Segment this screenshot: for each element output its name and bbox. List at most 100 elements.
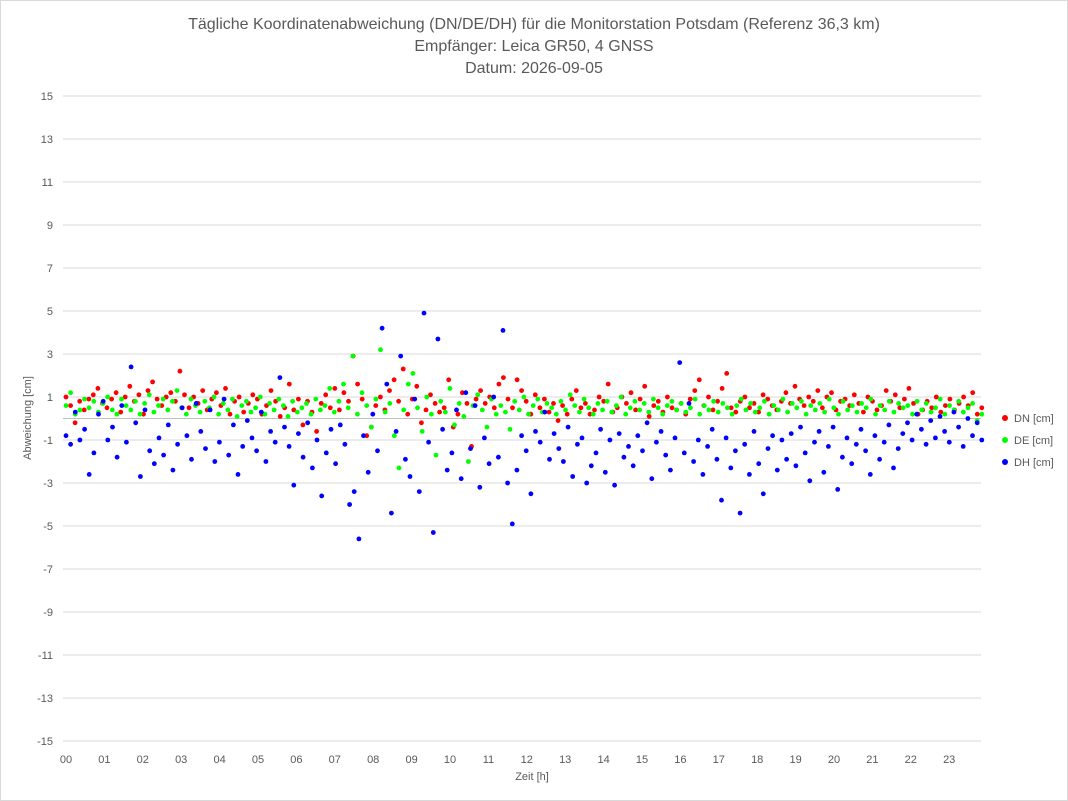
dn-point: [642, 383, 648, 389]
x-tick-label: 09: [405, 754, 417, 766]
x-tick-label: 23: [943, 754, 955, 766]
dh-point: [393, 429, 399, 434]
de-point: [424, 394, 430, 400]
dh-point: [430, 530, 436, 535]
dn-point: [560, 403, 565, 408]
dh-point: [928, 418, 934, 423]
dn-point: [733, 409, 739, 415]
dn-point: [337, 407, 342, 413]
dn-point: [783, 390, 789, 396]
dh-point: [640, 448, 645, 454]
de-point: [970, 401, 975, 406]
dn-point: [911, 401, 916, 406]
dn-point: [542, 396, 547, 402]
de-point: [267, 401, 272, 406]
de-point: [350, 353, 356, 359]
dh-point: [830, 424, 836, 430]
dh-point: [570, 474, 576, 479]
de-point: [299, 405, 305, 411]
legend-marker: [1002, 459, 1008, 465]
dh-point: [709, 426, 715, 432]
dh-point: [509, 521, 515, 527]
dn-point: [355, 381, 360, 387]
dn-point: [742, 394, 748, 400]
de-point: [234, 414, 240, 419]
dh-point: [328, 426, 334, 432]
dh-point: [974, 420, 980, 426]
dn-point: [883, 388, 889, 393]
dh-point: [551, 431, 557, 436]
dh-point: [537, 439, 543, 445]
dh-point: [695, 437, 701, 443]
de-point: [410, 371, 416, 376]
de-point: [341, 381, 346, 387]
dh-point: [956, 424, 961, 430]
dh-point: [770, 433, 775, 439]
de-point: [947, 403, 952, 408]
dh-point: [421, 310, 427, 316]
dh-point: [361, 433, 366, 439]
dh-point: [486, 461, 492, 467]
de-point: [359, 390, 365, 396]
de-point: [914, 398, 920, 404]
de-point: [230, 396, 235, 402]
dh-point: [514, 467, 520, 473]
dh-point: [258, 409, 264, 415]
de-point: [937, 396, 943, 402]
de-point: [859, 401, 864, 406]
de-point: [688, 405, 693, 411]
x-tick-label: 11: [483, 754, 494, 766]
dh-point: [68, 441, 73, 447]
dn-point: [168, 390, 174, 396]
dh-point: [919, 426, 924, 432]
dn-point: [724, 371, 730, 376]
dh-point: [323, 450, 329, 456]
dh-point: [296, 431, 301, 436]
dn-point: [241, 409, 247, 415]
dh-point: [272, 439, 278, 445]
dn-point: [478, 388, 483, 393]
y-tick-label: -1: [43, 435, 53, 447]
dh-point: [844, 435, 850, 441]
dh-point: [654, 439, 659, 445]
dh-point: [156, 435, 162, 441]
de-point: [956, 398, 962, 404]
de-point: [697, 411, 703, 417]
de-point: [345, 405, 351, 411]
dn-point: [792, 383, 798, 389]
dn-point: [605, 381, 611, 387]
dh-point: [244, 418, 250, 423]
dn-point: [532, 392, 538, 398]
de-point: [174, 388, 180, 393]
de-point: [725, 405, 730, 411]
dn-point: [719, 386, 725, 391]
x-tick-label: 18: [751, 754, 763, 766]
de-point: [586, 405, 592, 411]
dh-point: [305, 420, 311, 426]
dh-point: [189, 456, 194, 462]
dh-point: [900, 431, 906, 436]
dh-point: [960, 444, 966, 449]
dn-point: [583, 401, 588, 406]
dn-point: [90, 392, 96, 398]
dn-point: [95, 386, 101, 391]
dn-point: [214, 390, 219, 396]
de-point: [590, 411, 596, 417]
dn-point: [378, 394, 383, 400]
dh-point: [933, 435, 938, 441]
dn-point: [318, 401, 324, 406]
dh-point: [821, 469, 827, 475]
de-point: [775, 407, 781, 413]
dh-point: [863, 448, 868, 454]
dn-point: [851, 392, 857, 398]
x-tick-label: 07: [329, 754, 341, 766]
dn-point: [651, 403, 657, 408]
dn-point: [391, 377, 397, 383]
de-point: [530, 403, 536, 408]
de-point: [355, 411, 360, 417]
dh-point: [733, 448, 738, 454]
de-point: [521, 394, 527, 400]
de-point: [415, 405, 420, 411]
de-point: [854, 409, 860, 415]
dh-point: [198, 429, 204, 434]
